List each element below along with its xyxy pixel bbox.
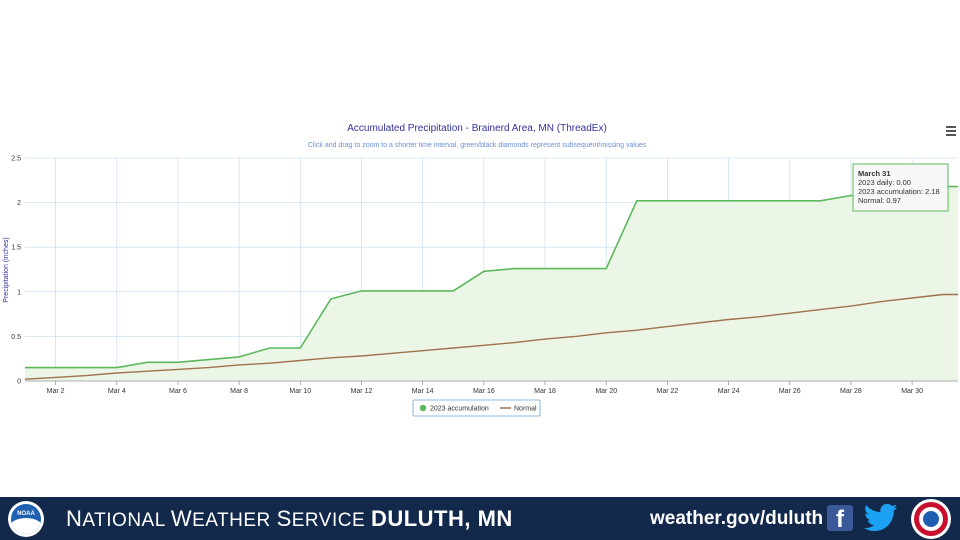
- nws-logo-icon[interactable]: [911, 499, 951, 539]
- legend-box: [412, 399, 541, 417]
- precipitation-chart[interactable]: Accumulated Precipitation - Brainerd Are…: [0, 0, 960, 497]
- x-tick-label: Mar 16: [473, 388, 495, 395]
- series-line-normal[interactable]: [24, 293, 958, 380]
- tooltip-line-daily: 2023 daily: 0.00: [858, 178, 911, 187]
- tooltip-box: [852, 163, 949, 212]
- legend-item-normal[interactable]: Normal: [500, 406, 537, 413]
- tooltip-title: March 31: [858, 169, 891, 178]
- org-letter-n: N: [66, 506, 83, 531]
- noaa-logo-inner: NOAA: [11, 504, 41, 534]
- x-tick-label: Mar 28: [840, 388, 862, 395]
- axis-layer: 0 0.5 1 1.5 2 2.5 Mar 2 Mar 4 Mar 6 Mar 8 Mar 10 Ma…: [11, 156, 958, 395]
- org-rest-3: ERVICE: [291, 510, 371, 531]
- nws-logo-center: [923, 511, 939, 527]
- y-tick-label: 1: [17, 289, 21, 296]
- org-rest-2: EATHER: [192, 510, 277, 531]
- legend-marker-2023-accumulation: [419, 404, 427, 412]
- legend-label-normal: Normal: [514, 406, 537, 413]
- website-link[interactable]: weather.gov/duluth: [650, 508, 824, 529]
- x-tick-label: Mar 10: [289, 388, 311, 395]
- chart-subtitle: Click and drag to zoom to a shorter time…: [308, 142, 647, 149]
- chart-title: Accumulated Precipitation - Brainerd Are…: [347, 123, 607, 134]
- tooltip-line-accumulation: 2023 accumulation: 2.18: [858, 187, 940, 196]
- facebook-icon[interactable]: f: [827, 505, 853, 531]
- twitter-icon[interactable]: [864, 503, 898, 533]
- x-tick-label: Mar 18: [534, 388, 556, 395]
- noaa-logo-icon[interactable]: NOAA: [8, 501, 44, 537]
- legend: 2023 accumulation Normal: [412, 399, 541, 417]
- series-line-2023-accumulation[interactable]: [25, 185, 958, 369]
- legend-item-2023-accumulation[interactable]: 2023 accumulation: [419, 404, 489, 413]
- tooltip-line-normal: Normal: 0.97: [858, 196, 901, 205]
- menu-icon-bar: [946, 134, 956, 136]
- x-tick-label: Mar 8: [230, 388, 248, 395]
- x-tick-label: Mar 6: [169, 388, 187, 395]
- org-letter-w: W: [170, 506, 193, 531]
- y-tick-label: 2.5: [11, 156, 21, 163]
- x-tick-label: Mar 14: [412, 388, 434, 395]
- office-name: DULUTH, MN: [370, 506, 513, 531]
- x-tick-label: Mar 24: [718, 388, 740, 395]
- x-tick-label: Mar 20: [595, 388, 617, 395]
- x-tick-label: Mar 12: [351, 388, 373, 395]
- x-tick-label: Mar 4: [108, 388, 126, 395]
- x-tick-label: Mar 2: [47, 388, 65, 395]
- area-layer: [25, 186, 958, 381]
- org-rest-1: ATIONAL: [82, 510, 171, 531]
- chart-menu-button[interactable]: [944, 124, 958, 138]
- y-tick-label: 2: [17, 200, 21, 207]
- footer-banner: NOAA NATIONAL WEATHER SERVICE DULUTH, MN…: [0, 497, 960, 540]
- menu-icon-bar: [946, 126, 956, 128]
- noaa-logo-wave: [11, 518, 41, 534]
- org-letter-s: S: [276, 506, 292, 531]
- y-tick-label: 1.5: [11, 245, 21, 252]
- y-axis-title: Precipitation (inches): [3, 237, 10, 302]
- tooltip: March 31 2023 daily: 0.00 2023 accumulat…: [852, 163, 949, 212]
- noaa-logo-label: NOAA: [17, 511, 35, 517]
- x-tick-label: Mar 26: [779, 388, 801, 395]
- y-tick-label: 0: [17, 379, 21, 386]
- menu-icon-bar: [946, 130, 956, 132]
- twitter-bird-shape: [864, 503, 898, 532]
- series-area-2023-accumulation: [25, 186, 958, 381]
- y-tick-label: 0.5: [11, 334, 21, 341]
- x-tick-label: Mar 22: [656, 388, 678, 395]
- line-layer: [24, 185, 958, 380]
- x-tick-label: Mar 30: [901, 388, 923, 395]
- legend-label-2023-accumulation: 2023 accumulation: [430, 406, 489, 413]
- organization-name: NATIONAL WEATHER SERVICE DULUTH, MN: [66, 506, 513, 532]
